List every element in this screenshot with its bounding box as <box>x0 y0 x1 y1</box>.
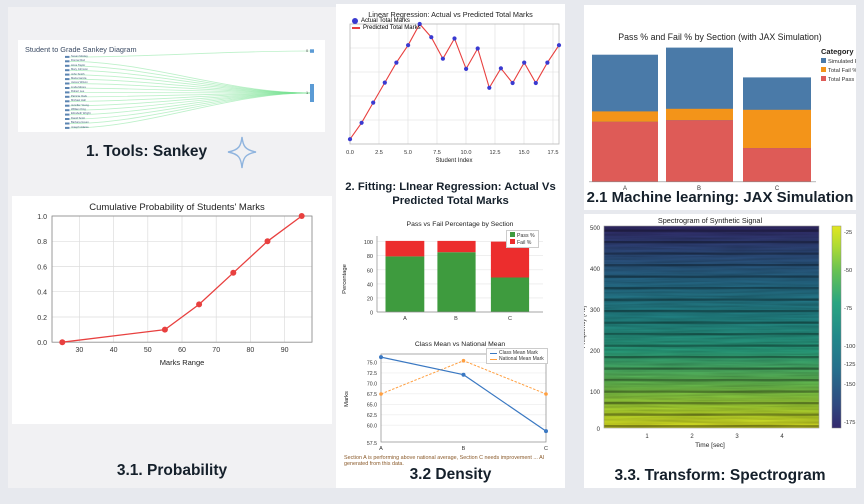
svg-text:A: A <box>379 446 383 452</box>
svg-text:-150: -150 <box>844 382 855 388</box>
svg-text:20: 20 <box>367 296 373 302</box>
svg-text:10.0: 10.0 <box>461 150 472 156</box>
svg-text:100: 100 <box>364 240 373 246</box>
svg-text:-125: -125 <box>844 362 855 368</box>
svg-text:B: B <box>462 446 466 452</box>
svg-text:Student Index: Student Index <box>435 158 472 164</box>
svg-text:A: A <box>403 316 407 322</box>
svg-text:70: 70 <box>212 347 220 354</box>
svg-text:1: 1 <box>645 434 649 440</box>
svg-text:75.0: 75.0 <box>367 361 377 367</box>
svg-text:80: 80 <box>247 347 255 354</box>
svg-text:Frequency [Hz]: Frequency [Hz] <box>584 305 587 348</box>
svg-text:1: 1 <box>306 91 308 95</box>
svg-text:Marks Range: Marks Range <box>160 358 205 367</box>
svg-text:-100: -100 <box>844 344 855 350</box>
svg-text:0.0: 0.0 <box>37 340 47 347</box>
svg-text:60: 60 <box>178 347 186 354</box>
svg-text:60: 60 <box>367 268 373 274</box>
svg-text:-175: -175 <box>844 420 855 426</box>
svg-text:Pass % and Fail % by Section (: Pass % and Fail % by Section (with JAX S… <box>618 32 821 42</box>
svg-text:0: 0 <box>370 311 373 317</box>
svg-text:15.0: 15.0 <box>519 150 530 156</box>
svg-text:-75: -75 <box>844 306 852 312</box>
svg-text:Percentage: Percentage <box>342 264 348 294</box>
svg-text:C: C <box>544 446 548 452</box>
svg-text:Spectrogram of Synthetic Signa: Spectrogram of Synthetic Signal <box>658 216 763 225</box>
svg-text:70.0: 70.0 <box>367 382 377 388</box>
svg-text:65.0: 65.0 <box>367 403 377 409</box>
svg-text:90: 90 <box>281 347 289 354</box>
svg-text:5.0: 5.0 <box>404 150 412 156</box>
svg-text:500: 500 <box>590 226 601 232</box>
svg-text:Class Mean vs National Mean: Class Mean vs National Mean <box>415 341 506 348</box>
svg-text:17.5: 17.5 <box>548 150 559 156</box>
svg-text:40: 40 <box>367 282 373 288</box>
svg-text:57.5: 57.5 <box>367 441 377 447</box>
svg-text:4: 4 <box>780 434 784 440</box>
svg-text:1.0: 1.0 <box>37 214 47 221</box>
svg-text:300: 300 <box>590 308 601 314</box>
svg-text:0: 0 <box>306 49 308 53</box>
svg-text:50: 50 <box>144 347 152 354</box>
svg-text:C: C <box>508 316 512 322</box>
svg-text:-50: -50 <box>844 268 852 274</box>
svg-text:67.5: 67.5 <box>367 392 377 398</box>
svg-text:0: 0 <box>597 427 601 433</box>
svg-text:400: 400 <box>590 267 601 273</box>
svg-text:62.5: 62.5 <box>367 413 377 419</box>
svg-text:Cumulative Probability of Stud: Cumulative Probability of Students' Mark… <box>89 202 265 213</box>
svg-text:7.5: 7.5 <box>433 150 441 156</box>
svg-text:40: 40 <box>110 347 118 354</box>
svg-text:3: 3 <box>735 434 739 440</box>
svg-text:60.0: 60.0 <box>367 424 377 430</box>
svg-text:100: 100 <box>590 390 601 396</box>
svg-text:30: 30 <box>76 347 84 354</box>
svg-text:12.5: 12.5 <box>490 150 501 156</box>
svg-text:2.5: 2.5 <box>375 150 383 156</box>
svg-text:-25: -25 <box>844 230 852 236</box>
svg-text:0.6: 0.6 <box>37 264 47 271</box>
svg-text:80: 80 <box>367 254 373 260</box>
svg-text:72.5: 72.5 <box>367 371 377 377</box>
svg-text:0.0: 0.0 <box>346 150 354 156</box>
svg-text:Marks: Marks <box>344 391 350 407</box>
svg-text:2: 2 <box>690 434 694 440</box>
svg-text:0.8: 0.8 <box>37 239 47 246</box>
svg-text:Time [sec]: Time [sec] <box>695 442 725 449</box>
svg-text:Pass vs Fail Percentage by Sec: Pass vs Fail Percentage by Section <box>407 221 514 228</box>
svg-text:0.4: 0.4 <box>37 290 47 297</box>
svg-text:B: B <box>454 316 458 322</box>
svg-text:200: 200 <box>590 349 601 355</box>
svg-text:0.2: 0.2 <box>37 315 47 322</box>
